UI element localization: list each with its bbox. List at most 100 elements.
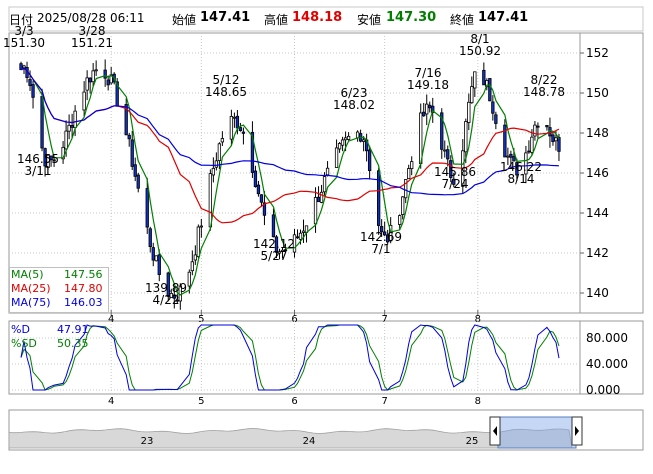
candle-body (386, 234, 390, 243)
candle-body (473, 71, 477, 89)
candle-body (199, 225, 203, 228)
candle-body (220, 138, 225, 143)
x-tick-label: 8 (475, 314, 481, 325)
price-tick-label: 144 (586, 206, 609, 220)
annotation-value: 151.30 (3, 36, 45, 50)
annotation-date: 7/24 (442, 177, 469, 191)
candle-body (337, 143, 342, 150)
candle-body (380, 226, 384, 233)
annotation-value: 150.92 (459, 44, 501, 58)
pct-sd-line (20, 324, 560, 391)
candle-body (494, 114, 498, 124)
candle-body (259, 194, 264, 203)
candle-body (238, 127, 243, 132)
candle-body (103, 69, 107, 79)
pct-d-line (20, 324, 560, 391)
candle-body (148, 228, 152, 248)
osc-x-tick-label: 8 (475, 396, 481, 407)
datetime-value: 2025/08/28 06:11 (37, 11, 145, 25)
left-arrow-icon (493, 426, 497, 436)
candle-body (425, 103, 429, 115)
candle-body (172, 294, 176, 299)
candle-body (67, 124, 71, 132)
annotation-date: 3/28 (79, 24, 106, 38)
candle-body (151, 247, 155, 261)
candle-body (208, 173, 213, 228)
candle-body (440, 112, 444, 150)
candle-body (509, 153, 513, 158)
candle-body (70, 125, 74, 128)
osc-x-tick-label: 7 (381, 396, 387, 407)
candle-body (551, 134, 555, 143)
price-tick-label: 148 (586, 126, 609, 140)
candle-body (533, 124, 537, 137)
candle-body (557, 137, 561, 152)
date-label: 日付 (9, 13, 34, 27)
candle-body (235, 115, 240, 129)
candle-body (452, 178, 456, 185)
candle-body (322, 176, 327, 193)
candle-body (389, 224, 393, 242)
candle-body (127, 134, 131, 140)
candle-body (398, 215, 402, 225)
x-tick-label: 6 (291, 314, 297, 325)
candle-body (376, 170, 381, 226)
navigator-window (497, 416, 577, 449)
candle-body (190, 261, 194, 272)
candle-body (250, 131, 255, 173)
osc-x-tick-label: 5 (198, 396, 204, 407)
candle-body (85, 77, 89, 91)
navigator-area (8, 428, 573, 449)
candle-body (253, 170, 258, 188)
candle-body (524, 152, 528, 175)
candle-body (61, 146, 65, 160)
candle-body (88, 77, 92, 83)
navigator-tick-label: 24 (303, 436, 316, 447)
low-label: 安値 (357, 13, 382, 27)
close-value: 147.41 (478, 10, 529, 25)
candle-body (277, 251, 282, 254)
candle-body (298, 232, 303, 240)
candle-body (515, 162, 519, 176)
candle-body (470, 86, 474, 104)
osc-x-tick-label: 4 (108, 396, 114, 407)
candle-body (106, 79, 110, 86)
ma5-value: 147.56 (64, 268, 103, 281)
candle-body (49, 155, 53, 160)
ma75-value: 146.03 (64, 296, 103, 309)
candle-body (401, 196, 405, 215)
annotation-value: 146.55 (17, 152, 59, 166)
candle-body (407, 168, 411, 180)
candle-body (283, 249, 288, 252)
candle-body (133, 164, 137, 177)
annotation-value: 139.89 (145, 281, 187, 295)
ma25-label: MA(25) (11, 282, 51, 295)
candle-body (319, 191, 324, 203)
candle-body (467, 101, 471, 123)
annotation-date: 6/23 (341, 86, 368, 100)
annotation-date: 8/22 (531, 73, 558, 87)
candle-body (512, 156, 516, 162)
right-arrow-icon (575, 426, 579, 436)
candle-body (232, 116, 237, 119)
annotation-date: 5/27 (261, 249, 288, 263)
candle-body (157, 254, 161, 275)
pct-d-label: %D (11, 323, 30, 336)
annotation-value: 145.86 (434, 165, 476, 179)
osc-x-tick-label: 6 (291, 396, 297, 407)
pct-d-value: 47.91 (57, 323, 89, 336)
candle-body (214, 160, 219, 168)
candle-body (169, 293, 173, 298)
candle-body (428, 104, 432, 109)
oscillator-pane-frame (8, 320, 644, 395)
candle-body (545, 124, 549, 128)
candle-body (334, 147, 339, 168)
candle-body (367, 149, 372, 172)
candle-body (355, 131, 360, 139)
candle-body (91, 70, 95, 83)
header-frame (8, 6, 644, 32)
candle-body (136, 174, 140, 189)
candle-body (464, 121, 468, 153)
osc-tick-label: 80.000 (586, 331, 628, 345)
